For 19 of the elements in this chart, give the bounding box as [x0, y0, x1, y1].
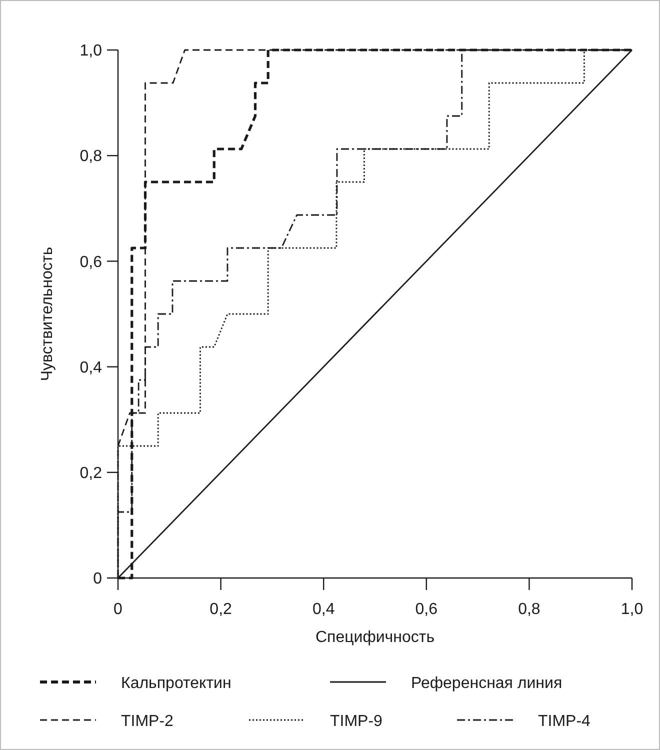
legend-label: TIMP-9: [330, 713, 383, 730]
x-tick-label: 0,8: [518, 601, 540, 618]
y-tick-label: 0,6: [80, 254, 102, 271]
y-tick-label: 1,0: [80, 42, 102, 60]
y-axis-title: Чувствительность: [39, 246, 56, 382]
legend-label: Кальпротектин: [121, 675, 232, 692]
x-tick-label: 0,6: [415, 601, 438, 618]
y-tick-label: 0,4: [80, 359, 102, 376]
x-tick-label: 0,2: [210, 601, 232, 618]
legend-label: Референсная линия: [411, 675, 562, 692]
legend-label: TIMP-4: [538, 713, 591, 730]
y-tick-label: 0,2: [80, 465, 102, 482]
y-tick-label: 0: [93, 570, 102, 588]
x-tick-label: 0,4: [312, 601, 335, 618]
legend-label: TIMP-2: [121, 713, 174, 730]
x-tick-label: 1,0: [620, 601, 644, 618]
x-tick-label: 0: [114, 601, 123, 618]
y-tick-label: 0,8: [80, 148, 102, 166]
x-axis-title: Специфичность: [315, 629, 435, 646]
